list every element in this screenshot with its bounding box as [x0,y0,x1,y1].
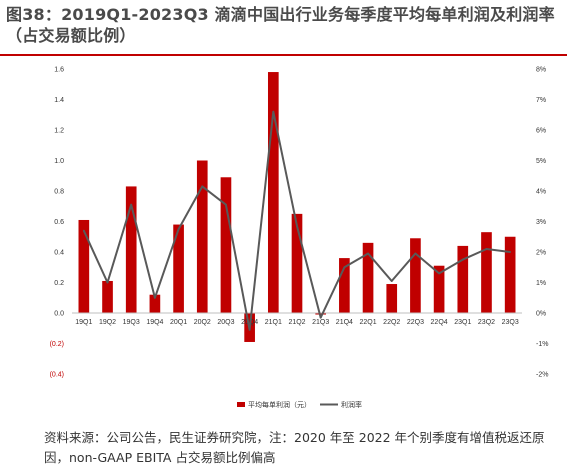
bar-20Q2 [196,160,208,313]
right-tick-label: 1% [536,280,546,287]
category-label: 22Q2 [383,319,400,326]
margin-point-22Q2 [390,280,393,282]
margin-point-20Q3 [225,203,227,206]
margin-point-19Q2 [106,281,109,284]
left-tick-label: 1.6 [54,67,64,74]
legend-bar-label: 平均每单利润（元） [248,400,311,409]
line-series [82,110,512,331]
margin-point-23Q3 [509,251,512,253]
bar-series [78,72,516,342]
margin-point-22Q1 [367,252,369,255]
bar-20Q1 [173,224,184,313]
bar-21Q4 [339,258,350,313]
category-label: 23Q3 [502,319,519,326]
category-label: 19Q4 [146,319,163,326]
right-tick-label: 3% [536,219,546,226]
margin-point-22Q4 [438,272,441,275]
left-tick-label: 0.0 [54,311,64,318]
right-tick-label: 6% [536,128,546,135]
category-label: 19Q1 [75,319,92,326]
bar-19Q3 [125,186,137,313]
category-label: 21Q4 [336,319,353,326]
left-tick-label: 0.4 [54,250,64,257]
margin-point-19Q4 [153,296,156,299]
chart: 1.6 1.4 1.2 1.0 0.8 0.6 0.4 0.2 0.0 (0.2) (0.4) 8%… [50,67,549,410]
right-tick-label: 4% [536,189,546,196]
category-label: 19Q2 [99,319,116,326]
right-tick-label: 7% [536,97,546,104]
bar-23Q2 [481,232,492,313]
margin-point-21Q3 [319,316,322,319]
right-tick-label: -1% [536,341,548,348]
bar-21Q1 [267,72,279,313]
margin-point-21Q4 [343,266,346,269]
margin-point-20Q2 [201,185,204,188]
right-tick-label: -2% [536,372,548,379]
category-label: 22Q3 [407,319,424,326]
bar-20Q3 [220,177,232,313]
category-label: 23Q2 [478,319,495,326]
left-tick-label: 1.2 [54,128,64,135]
category-label: 21Q1 [265,319,282,326]
bar-21Q2 [291,213,303,313]
left-tick-label: 0.6 [54,219,64,226]
bar-19Q2 [102,280,113,313]
bar-22Q1 [362,242,374,313]
category-label: 20Q2 [194,319,211,326]
left-tick-label: 0.2 [54,280,64,287]
right-tick-label: 0% [536,311,546,318]
category-label: 21Q3 [312,319,329,326]
category-label: 20Q3 [217,319,234,326]
bar-22Q3 [410,238,421,313]
right-tick-label: 5% [536,158,546,165]
left-tick-label: 1.0 [54,158,64,165]
margin-point-21Q1 [272,110,275,113]
margin-point-21Q2 [296,225,298,227]
margin-point-23Q1 [461,258,464,261]
right-tick-label: 2% [536,250,546,257]
bar-19Q4 [149,294,161,313]
margin-point-19Q3 [130,203,133,206]
title-rule [0,54,567,56]
bar-19Q1 [78,219,90,313]
legend-line-label: 利润率 [341,400,362,409]
margin-point-23Q2 [485,248,488,250]
bar-23Q3 [504,236,516,313]
left-tick-label: 0.8 [54,189,64,196]
figure-title: 图38：2019Q1-2023Q3 滴滴中国出行业务每季度平均每单利润及利润率（… [6,5,555,45]
bar-22Q2 [386,284,398,313]
category-label: 23Q1 [454,319,471,326]
source-note: 资料来源：公司公告，民生证券研究院，注：2020 年至 2022 年个别季度有增… [44,430,545,465]
category-label: 21Q2 [288,319,305,326]
left-tick-label: (0.4) [50,372,64,379]
left-tick-label: 1.4 [54,97,64,104]
right-tick-label: 8% [536,67,546,74]
left-axis-ticks: 1.6 1.4 1.2 1.0 0.8 0.6 0.4 0.2 0.0 (0.2) (0.4) [50,67,65,379]
category-label: 19Q3 [123,319,140,326]
left-tick-label: (0.2) [50,341,64,348]
category-label: 22Q4 [431,319,448,326]
margin-point-20Q1 [177,228,180,231]
right-axis-ticks: 8% 7% 6% 5% 4% 3% 2% 1% 0% -1% -2% [536,67,548,379]
category-label: 20Q1 [170,319,187,326]
margin-point-19Q1 [82,229,85,232]
category-label: 22Q1 [359,319,376,326]
margin-point-22Q3 [414,252,417,255]
legend: 平均每单利润（元） 利润率 [237,400,362,409]
category-labels: 19Q1 19Q2 19Q3 19Q4 20Q1 20Q2 20Q3 20Q4 21Q1 21Q2… [75,319,519,326]
margin-point-20Q4 [248,328,251,331]
bar-22Q4 [433,265,445,313]
bar-23Q1 [457,245,469,313]
legend-bar-swatch [237,402,245,407]
